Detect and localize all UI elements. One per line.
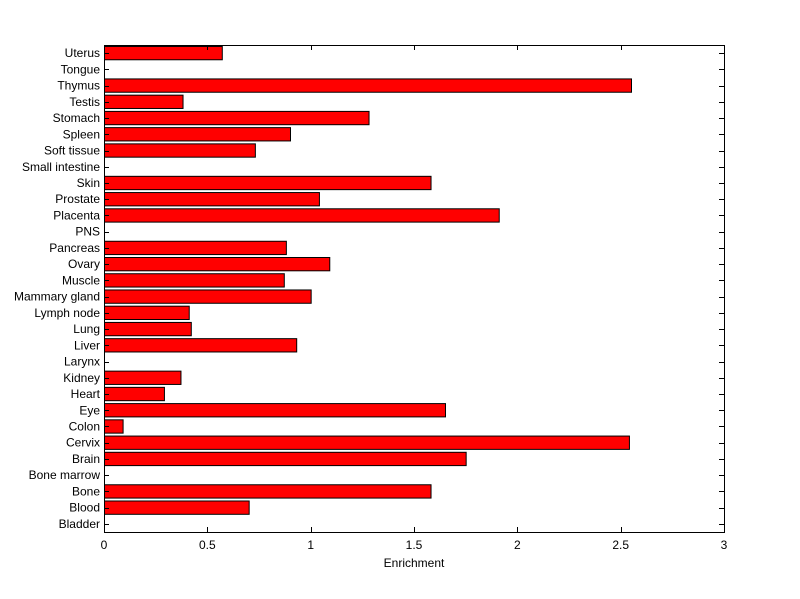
bar-thymus [104,78,632,93]
bars-layer [104,45,632,515]
category-label-skin: Skin [77,176,100,190]
category-label-eye: Eye [79,403,100,417]
category-label-ovary: Ovary [68,257,100,271]
x-tick-label: 0 [101,538,108,552]
bar-spleen [104,127,291,142]
x-tick-label: 1.5 [406,538,423,552]
category-label-testis: Testis [69,95,100,109]
category-label-lung: Lung [73,322,100,336]
x-tick-label: 0.5 [199,538,216,552]
category-label-small-intestine: Small intestine [22,160,100,174]
bar-brain [104,451,467,467]
category-label-spleen: Spleen [63,127,100,141]
category-label-cervix: Cervix [66,436,100,450]
bar-bone [104,484,432,499]
category-label-thymus: Thymus [57,79,100,93]
x-tick-label: 3 [721,538,728,552]
category-label-bone-marrow: Bone marrow [29,468,101,482]
category-label-pns: PNS [75,225,100,239]
category-label-kidney: Kidney [63,371,100,385]
bar-prostate [104,192,320,207]
category-label-prostate: Prostate [55,192,100,206]
bar-lung [104,321,192,337]
x-tick-label: 2.5 [612,538,629,552]
bar-mammary-gland [104,289,312,304]
bar-testis [104,94,184,109]
bar-ovary [104,256,331,272]
x-tick-label: 2 [514,538,521,552]
bar-eye [104,403,446,418]
category-label-muscle: Muscle [62,273,100,287]
bar-uterus [104,45,223,61]
ticks-layer [104,45,725,532]
category-label-pancreas: Pancreas [49,241,100,255]
x-tick-label: 1 [307,538,314,552]
category-label-uterus: Uterus [65,46,100,60]
bar-blood [104,500,250,515]
category-label-stomach: Stomach [53,111,100,125]
category-label-brain: Brain [72,452,100,466]
bar-heart [104,386,165,402]
category-label-mammary-gland: Mammary gland [14,290,100,304]
bar-placenta [104,208,500,223]
bar-skin [104,175,432,191]
category-label-soft-tissue: Soft tissue [44,144,100,158]
category-label-bladder: Bladder [59,517,100,531]
category-label-blood: Blood [69,501,100,515]
x-axis-title: Enrichment [384,556,445,570]
bar-liver [104,338,298,353]
bar-cervix [104,435,630,450]
bar-lymph-node [104,305,190,321]
category-labels: Bladder Blood Bone Bone marrow Brain Cervix Co… [14,46,101,531]
category-label-lymph-node: Lymph node [34,306,100,320]
bar-stomach [104,110,370,126]
category-label-tongue: Tongue [61,62,101,76]
category-label-bone: Bone [72,484,100,498]
category-label-larynx: Larynx [64,355,100,369]
bar-soft-tissue [104,143,256,158]
x-tick-labels: 0 0.5 1 1.5 2 2.5 3 [101,538,728,552]
category-label-liver: Liver [74,338,100,352]
bar-kidney [104,370,182,385]
category-label-colon: Colon [69,419,100,433]
bar-pancreas [104,240,287,256]
category-label-placenta: Placenta [53,208,100,222]
bar-muscle [104,273,285,288]
category-label-heart: Heart [71,387,101,401]
